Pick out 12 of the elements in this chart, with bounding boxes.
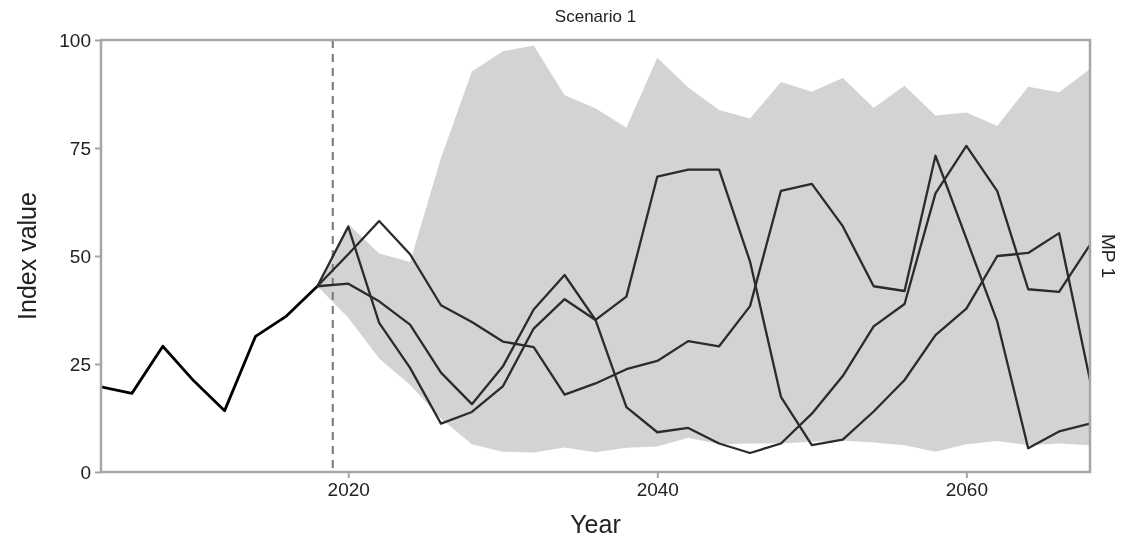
x-tick-label: 2060 xyxy=(945,479,989,501)
x-tick-label: 2040 xyxy=(636,479,679,501)
y-axis-title: Index value xyxy=(13,192,41,320)
x-tick-label: 2020 xyxy=(327,479,370,501)
y-tick-label: 0 xyxy=(80,461,91,483)
text: MP 1 xyxy=(1098,233,1119,279)
y-tick-label: 25 xyxy=(69,353,91,375)
x-axis-title: Year xyxy=(570,510,621,538)
y-tick-label: 100 xyxy=(59,29,91,51)
y-tick-label: 75 xyxy=(69,137,91,159)
y-tick-label: 50 xyxy=(69,245,91,267)
chart-title: Scenario 1 xyxy=(554,7,637,26)
